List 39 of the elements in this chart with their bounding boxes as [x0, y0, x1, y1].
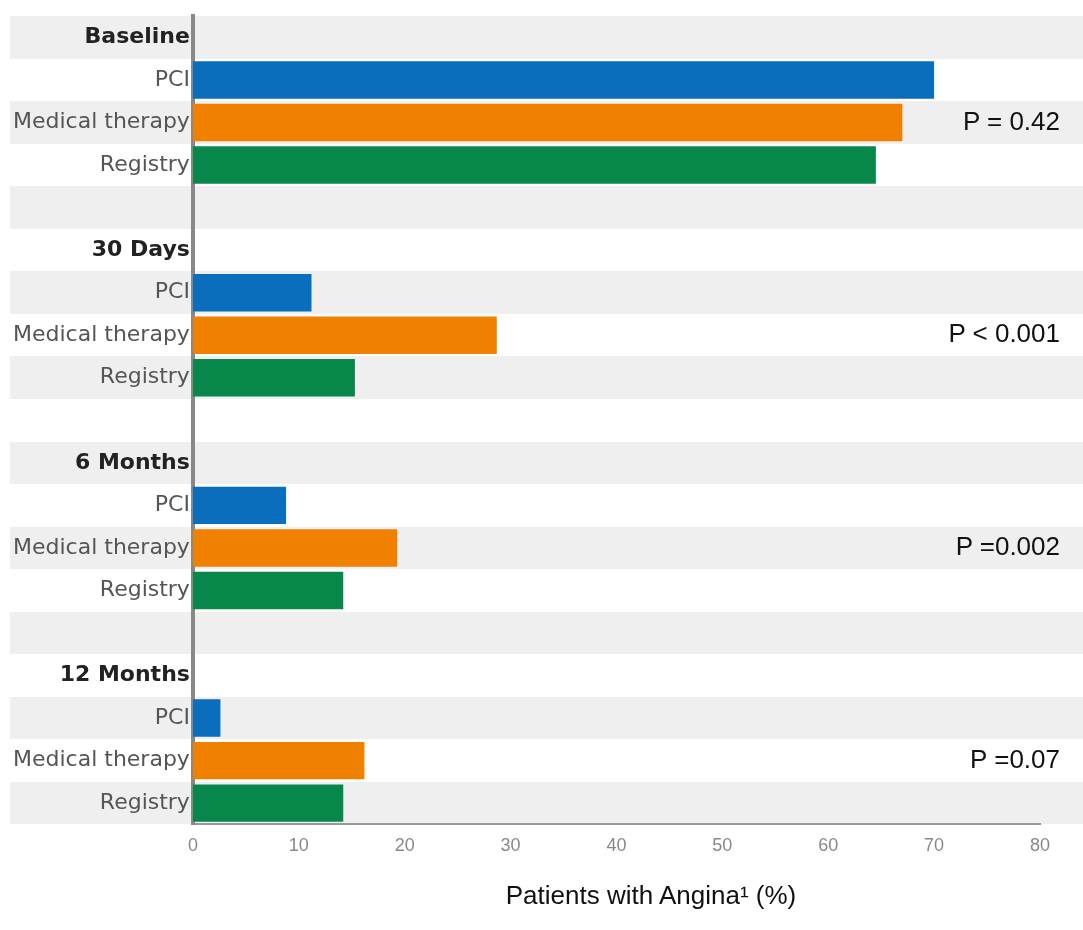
- y-tick-label: 30 Days: [91, 235, 190, 261]
- x-tick-label: 50: [712, 835, 733, 856]
- x-tick-label: 80: [1029, 835, 1051, 856]
- y-tick-label: PCI: [154, 278, 190, 304]
- y-tick-label: Registry: [99, 363, 190, 389]
- annotation: P =0.002: [955, 531, 1060, 562]
- y-tick-label: Medical therapy: [12, 746, 190, 772]
- y-tick-label: PCI: [154, 491, 190, 517]
- x-axis-title: Patients with Angina¹ (%): [504, 880, 798, 911]
- bar: [192, 486, 287, 525]
- bar: [192, 571, 344, 610]
- x-tick-label: 10: [288, 835, 309, 856]
- x-tick-label: 70: [924, 835, 945, 856]
- bar: [192, 699, 221, 737]
- y-tick-label: PCI: [154, 65, 190, 91]
- x-tick-label: 40: [606, 835, 627, 856]
- annotation: P =0.07: [970, 743, 1060, 774]
- y-tick-label: 6 Months: [74, 448, 190, 474]
- bar: [192, 316, 497, 354]
- y-tick-label: Registry: [99, 576, 190, 602]
- x-tick-label: 30: [500, 835, 521, 856]
- y-tick-label: 12 Months: [59, 661, 190, 687]
- y-tick-label: Medical therapy: [12, 108, 190, 134]
- bar: [192, 741, 365, 780]
- y-tick-label: Registry: [99, 150, 190, 176]
- bar: [192, 784, 344, 822]
- y-tick-label: Registry: [99, 788, 190, 814]
- y-tick-label: Medical therapy: [12, 320, 190, 346]
- x-tick-label: 0: [187, 835, 198, 856]
- annotation: P = 0.42: [962, 105, 1060, 136]
- y-tick-label: Baseline: [84, 23, 190, 49]
- bar: [192, 273, 312, 312]
- bar: [192, 359, 355, 397]
- bar: [192, 529, 398, 567]
- y-tick-label: PCI: [154, 703, 190, 729]
- annotation: P < 0.001: [948, 318, 1060, 349]
- x-tick-label: 20: [394, 835, 415, 856]
- x-tick-label: 60: [818, 835, 839, 856]
- y-tick-label: Medical therapy: [12, 533, 190, 559]
